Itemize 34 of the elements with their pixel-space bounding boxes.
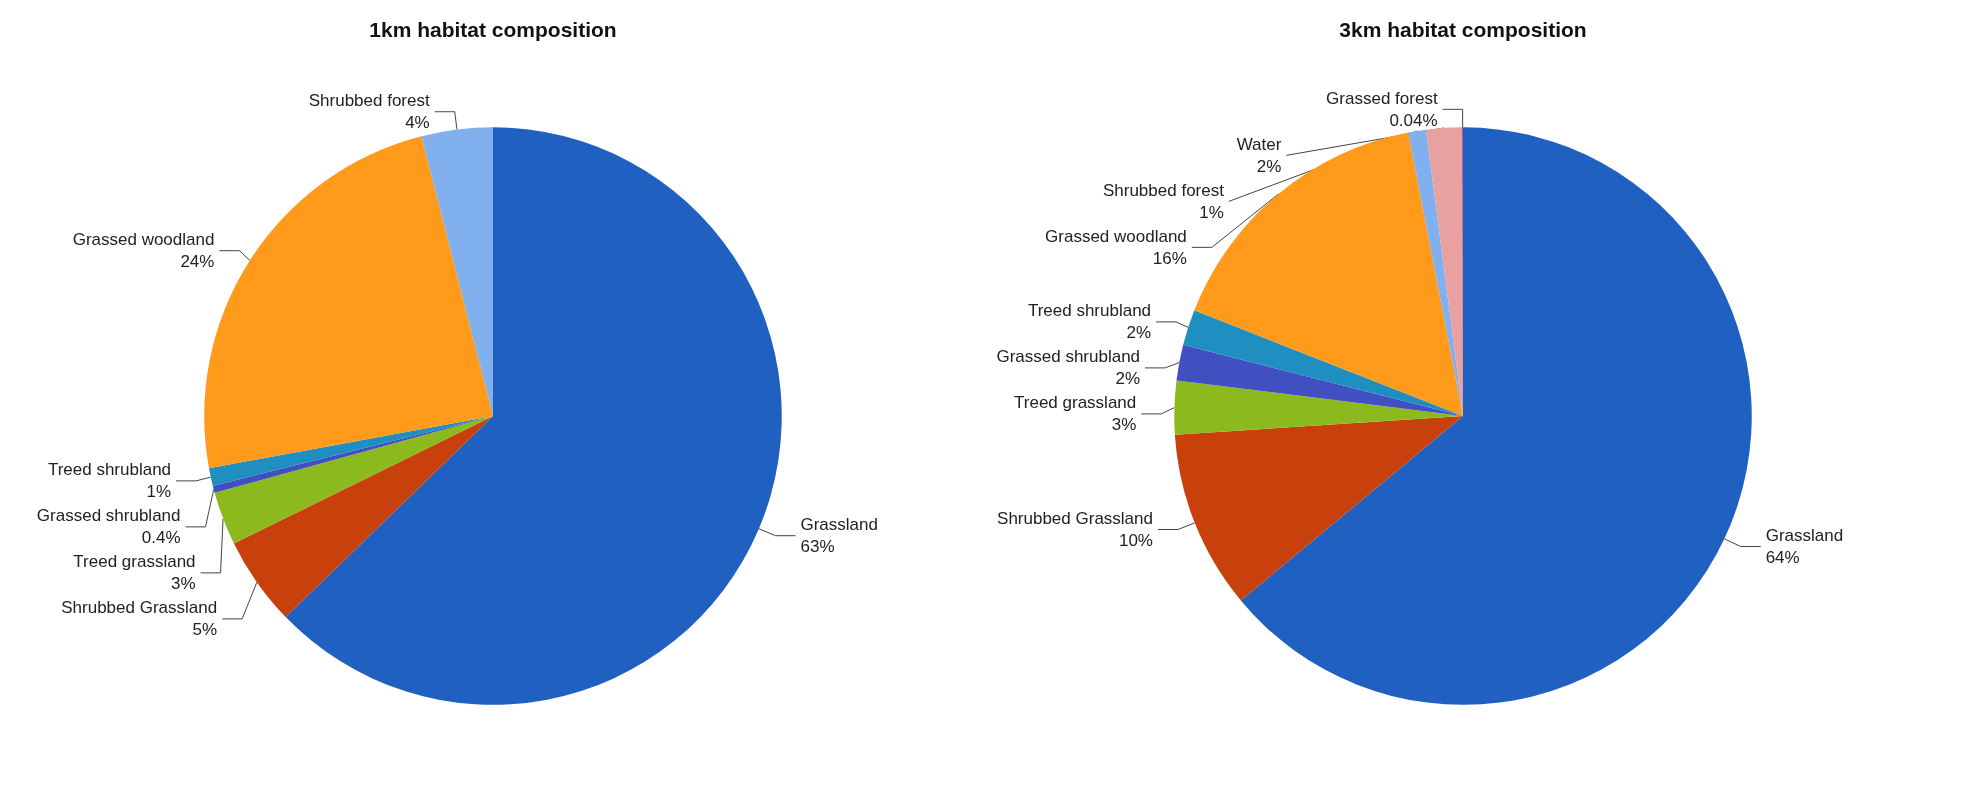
data-label: 2% bbox=[1126, 323, 1152, 343]
slice-label: Grassed forest bbox=[1326, 88, 1438, 108]
slice-label: Shrubbed forest bbox=[308, 91, 430, 111]
slice-label: Grassland bbox=[1765, 525, 1844, 545]
slice-label: Shrubbed Grassland bbox=[997, 509, 1153, 529]
slice-label: Treed shrubland bbox=[1027, 301, 1152, 321]
slice-label: Grassed woodland bbox=[72, 230, 215, 250]
chart-title: 1km habitat composition bbox=[369, 18, 617, 41]
data-label: 16% bbox=[1152, 248, 1187, 268]
data-label: 3% bbox=[170, 574, 196, 594]
slice-label: Grassed shrubland bbox=[36, 506, 181, 526]
data-label: 4% bbox=[405, 113, 430, 133]
data-label: 2% bbox=[1115, 369, 1141, 389]
slice-label: Treed grassland bbox=[1014, 393, 1137, 413]
data-label: 0.4% bbox=[141, 528, 181, 548]
data-label: 24% bbox=[180, 252, 215, 272]
data-label: 63% bbox=[800, 537, 835, 557]
data-label: 1% bbox=[146, 482, 172, 502]
data-label: 0.04% bbox=[1389, 110, 1438, 130]
slice-label: Treed shrubland bbox=[47, 460, 172, 480]
slice-label: Shrubbed Grassland bbox=[61, 598, 218, 618]
slice-label: Treed grassland bbox=[73, 552, 196, 572]
chart-title: 3km habitat composition bbox=[1339, 18, 1587, 41]
data-label: 2% bbox=[1256, 156, 1282, 176]
data-label: 5% bbox=[192, 620, 218, 640]
data-label: 1% bbox=[1199, 202, 1224, 222]
slice-label: Shrubbed forest bbox=[1102, 180, 1225, 200]
slice-label: Water bbox=[1236, 134, 1282, 154]
slice-label: Grassed woodland bbox=[1045, 226, 1187, 246]
data-label: 10% bbox=[1118, 531, 1153, 551]
slice-label: Grassland bbox=[800, 515, 878, 535]
data-label: 64% bbox=[1765, 547, 1800, 567]
slice-label: Grassed shrubland bbox=[996, 347, 1141, 367]
data-label: 3% bbox=[1111, 415, 1137, 435]
